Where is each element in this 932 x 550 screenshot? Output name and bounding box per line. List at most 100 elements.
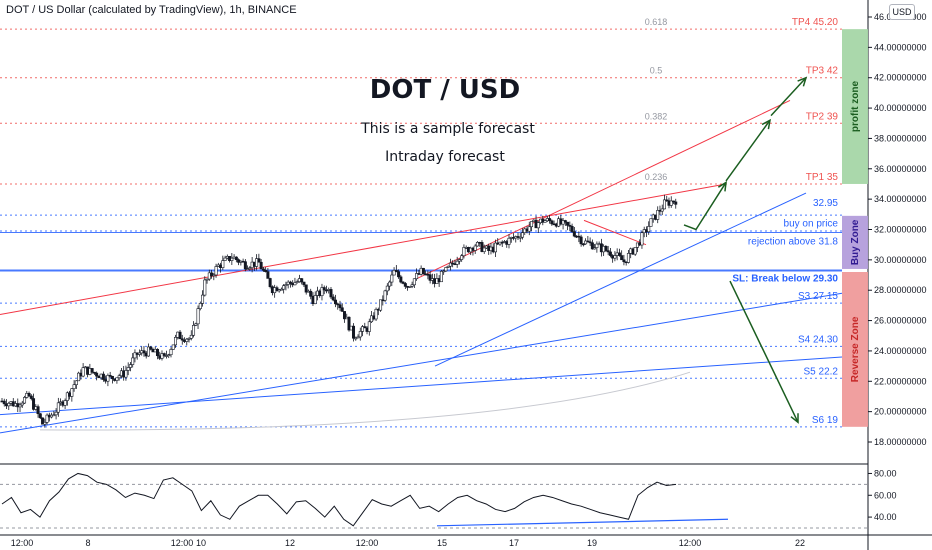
chart-title: DOT / USD	[370, 75, 520, 105]
candle	[595, 243, 599, 248]
currency-button[interactable]: USD	[889, 4, 915, 20]
candle	[428, 274, 432, 281]
candle	[293, 282, 297, 286]
candle	[392, 270, 396, 276]
candle	[674, 201, 678, 205]
resistance-trendline-2	[417, 100, 791, 279]
candle	[647, 226, 651, 233]
candle	[77, 372, 81, 382]
candle	[124, 370, 128, 378]
candle	[446, 265, 450, 268]
candle	[361, 326, 365, 332]
forecast-arrow-3-head	[797, 76, 808, 87]
candle	[268, 278, 272, 288]
candle	[457, 259, 461, 262]
candle	[604, 245, 608, 251]
level-label: S4 24.30	[798, 334, 838, 345]
level-label: S5 22.2	[804, 366, 839, 377]
candle	[264, 270, 268, 273]
zone-label: Reverse Zone	[850, 316, 861, 382]
candle	[23, 397, 27, 404]
candle	[620, 255, 624, 261]
plot-background	[0, 18, 868, 462]
time-axis[interactable]: 12:00 8 12:00 10 12 12:00 15 17 19 12:00 22	[11, 538, 805, 548]
candle	[210, 272, 214, 277]
candle	[586, 240, 590, 243]
candle	[230, 257, 234, 261]
candle	[455, 260, 459, 265]
candle	[169, 349, 173, 356]
support-trendline	[434, 192, 807, 367]
candle	[81, 367, 85, 377]
candle	[397, 271, 401, 278]
candle	[527, 226, 531, 232]
level-label: TP3 42	[806, 66, 839, 77]
candle	[18, 404, 22, 408]
price-tick-label: 20.00000000	[874, 407, 927, 417]
candle	[131, 357, 135, 365]
osc-line	[1, 472, 677, 527]
candle	[282, 285, 286, 290]
candle	[205, 278, 209, 281]
chart-subtitle-2: Intraday forecast	[385, 149, 505, 165]
candle	[408, 286, 412, 288]
candle	[671, 200, 675, 203]
candle	[192, 325, 196, 336]
level-label: 32.95	[813, 198, 838, 209]
candle	[38, 413, 42, 419]
candle	[367, 321, 371, 332]
long-support-line-2	[0, 356, 843, 416]
candle	[462, 247, 466, 257]
candle	[322, 287, 326, 291]
time-tick-label: 12:00	[171, 538, 194, 548]
candle	[32, 398, 36, 410]
candle	[95, 372, 99, 377]
candle	[656, 210, 660, 220]
candle	[56, 402, 60, 413]
fib-label: 0.618	[645, 17, 668, 27]
candle	[309, 290, 313, 297]
candle	[313, 295, 317, 305]
candle	[340, 307, 344, 312]
chart-subtitle: This is a sample forecast	[360, 121, 535, 137]
price-tick-label: 32.00000000	[874, 225, 927, 235]
candle	[261, 268, 265, 271]
candle	[194, 323, 198, 326]
candle	[665, 199, 669, 202]
candle	[201, 294, 205, 304]
oscillator-pane: 80.00 60.00 40.00	[0, 468, 897, 529]
candle	[146, 346, 150, 357]
price-tick-label: 36.00000000	[874, 164, 927, 174]
candle	[92, 371, 96, 374]
candle	[460, 255, 464, 260]
candle	[442, 270, 446, 273]
candle	[284, 284, 288, 286]
candle	[174, 337, 178, 346]
candle	[167, 354, 171, 357]
candle	[234, 256, 238, 260]
candle	[257, 258, 261, 263]
candle	[180, 338, 184, 341]
candle	[27, 393, 31, 397]
candle	[588, 241, 592, 244]
candle	[142, 350, 146, 354]
candle	[374, 308, 378, 320]
candle	[137, 352, 141, 355]
price-axis[interactable]: 46.0000000044.0000000042.0000000040.0000…	[868, 12, 927, 447]
candle	[295, 281, 299, 283]
candle	[106, 375, 110, 382]
candle	[536, 222, 540, 229]
candle	[613, 255, 617, 259]
candle	[608, 251, 612, 256]
price-tick-label: 40.00000000	[874, 103, 927, 113]
candle	[52, 414, 56, 417]
candle	[617, 252, 621, 256]
candle	[358, 331, 362, 338]
candle	[518, 236, 522, 239]
candle	[410, 284, 414, 287]
symbol-header: DOT / US Dollar (calculated by TradingVi…	[6, 4, 297, 16]
zone-label: Buy Zone	[850, 219, 861, 265]
osc-tick-label: 60.00	[874, 490, 897, 500]
candle	[493, 242, 497, 253]
